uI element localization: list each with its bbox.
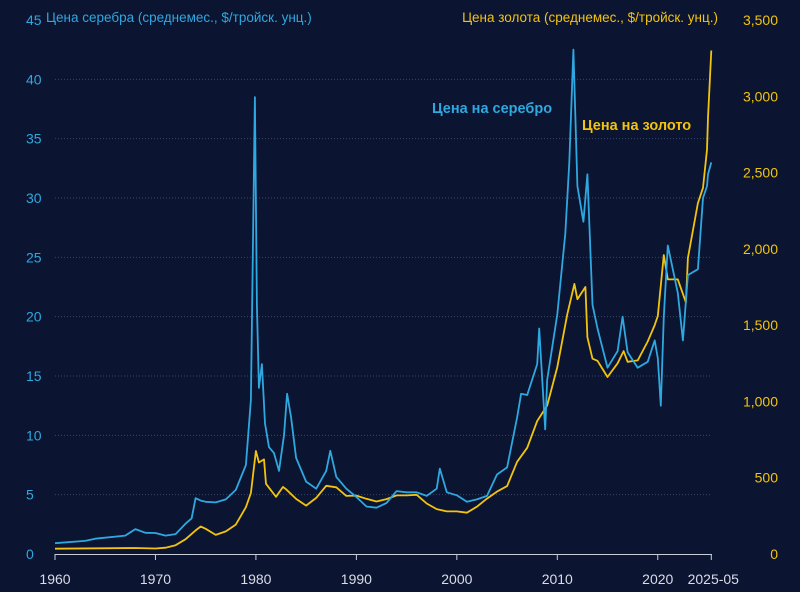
x-axis: 1960 1970 1980 1990 2000 2010 2020 2025-05 — [39, 554, 739, 587]
right-tick-label: 3,000 — [743, 88, 778, 104]
left-tick-label: 35 — [26, 131, 42, 147]
right-tick-label: 1,000 — [743, 393, 778, 409]
right-tick-label: 3,500 — [743, 12, 778, 28]
silver-price-line — [54, 48, 713, 545]
x-tick-label: 1960 — [39, 571, 70, 587]
grid — [55, 78, 712, 496]
gold-series-label: Цена на золото — [582, 118, 691, 134]
right-tick-label: 2,500 — [743, 165, 778, 181]
left-axis-title: Цена серебра (среднемес., $/тройск. унц.… — [46, 10, 312, 25]
left-tick-label: 25 — [26, 249, 42, 265]
gold-price-line — [54, 50, 713, 550]
left-tick-label: 40 — [26, 71, 42, 87]
series-layer — [54, 48, 713, 550]
left-tick-label: 10 — [26, 427, 42, 443]
left-tick-label: 15 — [26, 368, 42, 384]
x-tick-label: 1990 — [341, 571, 372, 587]
right-tick-label: 500 — [755, 470, 779, 486]
left-tick-label: 0 — [26, 546, 34, 562]
right-tick-label: 2,000 — [743, 241, 778, 257]
right-tick-label: 1,500 — [743, 317, 778, 333]
left-tick-label: 5 — [26, 487, 34, 503]
left-tick-label: 20 — [26, 309, 42, 325]
left-tick-label: 45 — [26, 12, 42, 28]
x-tick-label: 1970 — [140, 571, 171, 587]
left-tick-label: 30 — [26, 190, 42, 206]
right-axis-title: Цена золота (среднемес., $/тройск. унц.) — [462, 10, 718, 25]
x-tick-label: 2025-05 — [688, 571, 740, 587]
silver-series-label: Цена на серебро — [432, 101, 552, 117]
x-tick-label: 2000 — [441, 571, 472, 587]
x-tick-label: 2010 — [542, 571, 573, 587]
x-tick-label: 1980 — [240, 571, 271, 587]
left-axis: 0 5 10 15 20 25 30 35 40 45 — [26, 12, 42, 562]
x-tick-label: 2020 — [642, 571, 673, 587]
right-tick-label: 0 — [770, 546, 778, 562]
right-axis: 0 500 1,000 1,500 2,000 2,500 3,000 3,500 — [743, 12, 778, 562]
